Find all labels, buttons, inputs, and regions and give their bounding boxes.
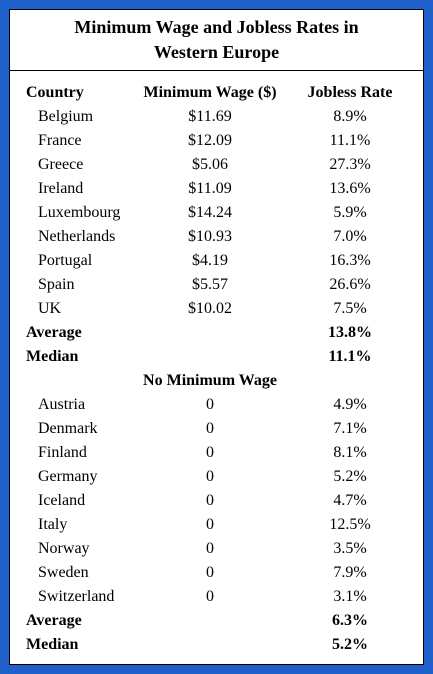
country-cell: Austria [38,396,86,413]
rate-cell: 8.1% [333,444,367,461]
wage-cell: 0 [206,564,214,581]
country-cell: Netherlands [38,228,116,245]
average-label: Average [26,324,82,341]
rate-cell: 7.0% [333,228,367,245]
wage-cell: $4.19 [192,252,228,269]
wage-cell: 0 [206,516,214,533]
country-cell: Portugal [38,252,93,269]
wage-cell: 0 [206,420,214,437]
rate-cell: 26.6% [329,276,371,293]
country-cell: Denmark [38,420,98,437]
rate-cell: 7.9% [333,564,367,581]
rate-cell: 12.5% [329,516,371,533]
country-cell: Spain [38,276,75,293]
wage-cell: 0 [206,588,214,605]
country-cell: Belgium [38,108,94,125]
country-cell: Ireland [38,180,84,197]
wage-cell: $10.93 [188,228,232,245]
wage-cell: $11.69 [188,108,232,125]
country-cell: France [38,132,82,149]
wage-cell: 0 [206,396,214,413]
average-label: Average [26,612,82,629]
country-cell: Germany [38,468,98,485]
rate-cell: 4.9% [333,396,367,413]
country-cell: Switzerland [38,588,115,605]
section-heading: No Minimum Wage [143,372,277,389]
rate-cell: 4.7% [333,492,367,509]
country-cell: Iceland [38,492,86,509]
average-value: 6.3% [332,612,368,629]
wage-cell: $12.09 [188,132,232,149]
median-label: Median [26,348,79,365]
country-cell: Norway [38,540,90,557]
wage-cell: 0 [206,492,214,509]
wage-cell: 0 [206,540,214,557]
country-cell: Greece [38,156,84,173]
average-value: 13.8% [328,324,372,341]
rate-cell: 8.9% [333,108,367,125]
rate-cell: 27.3% [329,156,371,173]
wage-cell: $5.57 [192,276,228,293]
country-cell: Finland [38,444,87,461]
rate-cell: 5.2% [333,468,367,485]
country-cell: Luxembourg [38,204,121,221]
country-cell: Italy [38,516,68,533]
wage-cell: $10.02 [188,300,232,317]
wage-cell: $5.06 [192,156,228,173]
rate-cell: 5.9% [333,204,367,221]
wage-cell: $14.24 [188,204,232,221]
wage-cell: 0 [206,468,214,485]
rate-cell: 3.5% [333,540,367,557]
header-cell: Country [26,84,84,101]
median-value: 5.2% [332,636,368,653]
rate-cell: 13.6% [329,180,371,197]
wage-cell: 0 [206,444,214,461]
rate-cell: 7.1% [333,420,367,437]
title: Minimum Wage and Jobless Rates in Wester… [9,9,424,71]
rate-cell: 7.5% [333,300,367,317]
rate-cell: 16.3% [329,252,371,269]
country-cell: Sweden [38,564,89,581]
header-cell: Minimum Wage ($) [143,84,277,101]
median-value: 11.1% [328,348,372,365]
median-label: Median [26,636,79,653]
wage-cell: $11.09 [188,180,232,197]
country-cell: UK [38,300,62,317]
rate-cell: 3.1% [333,588,367,605]
rate-cell: 11.1% [329,132,371,149]
header-cell: Jobless Rate [307,84,393,101]
